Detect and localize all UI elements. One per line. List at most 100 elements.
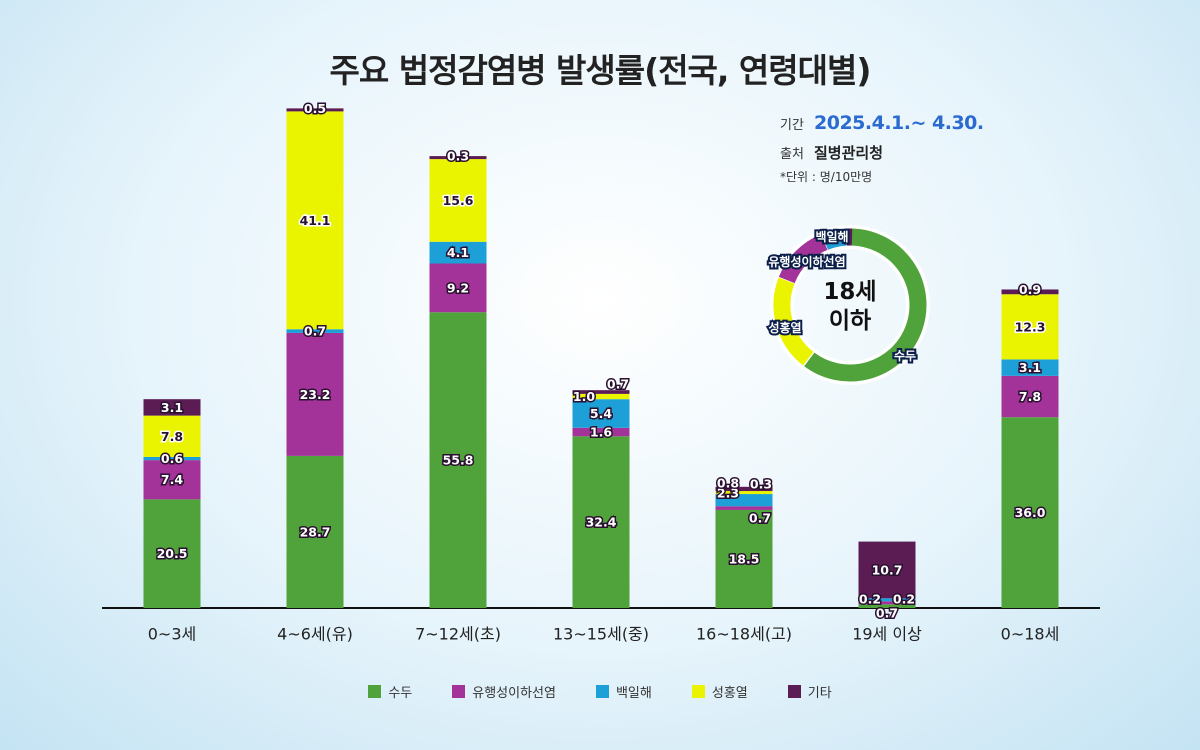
legend-label: 유행성이하선염	[472, 686, 556, 701]
legend-item-varicella: 수두	[368, 682, 412, 701]
category-label: 0~18세	[1001, 625, 1060, 644]
data-label: 32.4	[586, 515, 617, 530]
donut-label: 성홍열	[768, 320, 801, 335]
donut-label: 수두	[894, 349, 916, 363]
bar-segment	[858, 541, 916, 599]
info-box: 기간 2025.4.1.~ 4.30. 출처 질병관리청 *단위 : 명/10만…	[780, 112, 984, 185]
donut-label: 유행성이하선염	[768, 254, 845, 269]
legend-item-mumps: 유행성이하선염	[452, 682, 556, 701]
bar-segment	[715, 491, 773, 495]
data-label: 23.2	[300, 387, 331, 402]
donut-segment	[773, 277, 814, 366]
data-label: 36.0	[1015, 505, 1046, 520]
bar-segment	[429, 159, 487, 242]
data-label: 1.6	[590, 425, 612, 440]
bar-segment	[858, 604, 916, 608]
donut-center-line2: 이하	[828, 308, 872, 334]
data-label: 0.3	[447, 149, 469, 164]
unit-note: *단위 : 명/10만명	[780, 170, 873, 184]
data-label: 28.7	[300, 524, 331, 539]
bar-segment	[286, 111, 344, 330]
bar-segment	[1001, 359, 1059, 376]
donut-segment	[821, 228, 847, 250]
legend-swatch	[368, 685, 382, 698]
bar-segment	[715, 494, 773, 507]
legend-label: 성홍열	[711, 686, 748, 701]
legend-swatch	[452, 685, 466, 698]
data-label: 7.8	[1019, 389, 1041, 404]
category-label: 0~3세	[148, 625, 197, 644]
legend-label: 수두	[388, 686, 413, 701]
donut-segment	[804, 228, 927, 382]
data-label: 0.3	[750, 477, 772, 492]
data-label: 55.8	[443, 453, 474, 468]
chart-title: 주요 법정감염병 발생률(전국, 연령대별)	[329, 51, 872, 90]
bar-segment	[429, 156, 487, 160]
data-label: 9.2	[447, 280, 469, 295]
bar-segment	[572, 393, 630, 400]
bar-segment	[143, 456, 201, 461]
data-label: 0.7	[304, 324, 326, 339]
data-label: 2.3	[717, 486, 739, 501]
bar-segment	[715, 486, 773, 492]
legend-swatch	[595, 685, 609, 698]
legend-item-pertussis: 백일해	[595, 682, 652, 701]
source-value: 질병관리청	[814, 144, 884, 162]
data-label: 7.8	[161, 429, 183, 444]
category-label: 19세 이상	[852, 625, 922, 644]
bar-segment	[143, 499, 201, 608]
category-label: 7~12세(초)	[415, 625, 501, 644]
data-label: 15.6	[443, 193, 474, 208]
category-label: 13~15세(중)	[553, 625, 649, 644]
data-label: 0.7	[876, 606, 898, 621]
data-label: 0.2	[893, 592, 915, 607]
bar-segment	[572, 427, 630, 437]
legend-swatch	[787, 685, 801, 698]
data-label: 20.5	[157, 546, 188, 561]
data-label: 0.9	[1019, 282, 1041, 297]
bar-segment	[858, 598, 916, 602]
bar-segment	[1001, 375, 1059, 418]
bar-segment	[572, 436, 630, 608]
legend-label: 기타	[807, 686, 832, 701]
bar-segment	[429, 312, 487, 608]
bar-segment	[572, 399, 630, 428]
data-label: 1.0	[573, 389, 595, 404]
category-label: 4~6세(유)	[277, 625, 353, 644]
data-label: 41.1	[300, 213, 331, 228]
data-label: 5.4	[590, 406, 612, 421]
legend-item-scarlet-fever: 성홍열	[691, 682, 748, 701]
bar-segment	[858, 601, 916, 605]
period-label: 기간	[780, 118, 804, 133]
data-label: 12.3	[1015, 319, 1046, 334]
bar-segment	[286, 332, 344, 456]
bar-segment	[1001, 294, 1059, 360]
legend-label: 백일해	[615, 686, 652, 701]
source-label: 출처	[780, 147, 804, 162]
bar-segment	[715, 509, 773, 608]
bar-segment	[286, 455, 344, 608]
data-label: 0.7	[749, 511, 771, 526]
bar-segment	[1001, 289, 1059, 295]
bar-segment	[286, 329, 344, 333]
bar-segment	[286, 108, 344, 112]
bar-segment	[1001, 417, 1059, 608]
data-label: 0.2	[859, 592, 881, 607]
bar-segment	[143, 399, 201, 416]
legend: 수두 유행성이하선염 백일해 성홍열 기타	[0, 682, 1200, 701]
donut-center-label: 18세 이하	[790, 278, 910, 336]
data-label: 4.1	[447, 245, 469, 260]
bar-segment	[143, 460, 201, 500]
category-label: 16~18세(고)	[696, 625, 792, 644]
legend-swatch	[691, 685, 705, 698]
period-value: 2025.4.1.~ 4.30.	[814, 112, 984, 134]
legend-item-other: 기타	[787, 682, 832, 701]
donut-label: 백일해	[815, 229, 848, 244]
data-label: 0.6	[161, 451, 183, 466]
bar-segment	[429, 241, 487, 264]
data-label: 0.8	[717, 475, 739, 490]
data-label: 0.7	[607, 377, 629, 392]
bar-segment	[429, 263, 487, 313]
donut-center-line1: 18세	[823, 279, 877, 305]
